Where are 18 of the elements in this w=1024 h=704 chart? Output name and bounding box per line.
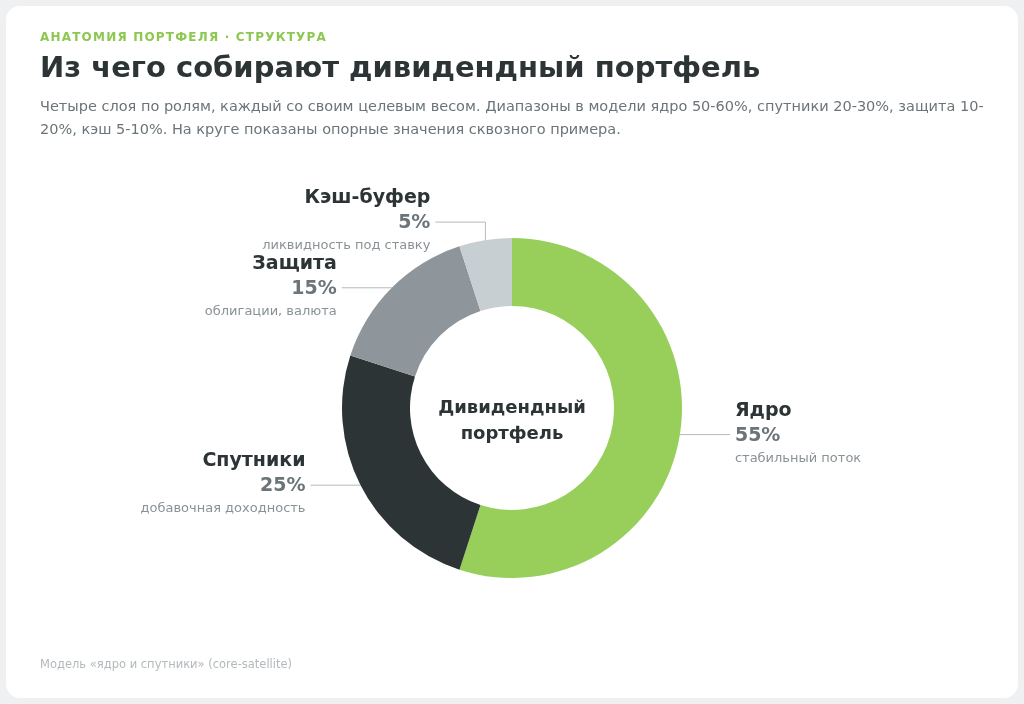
data-label: 25% xyxy=(260,473,306,496)
slice-label: Кэш-буфер xyxy=(304,185,431,208)
text: облигации, валюта xyxy=(204,302,337,318)
text: добавочная доходность xyxy=(140,500,306,516)
data-label: 5% xyxy=(398,210,431,233)
text: стабильный поток xyxy=(734,449,862,465)
slice-label: Защита xyxy=(252,250,337,273)
data-label: 55% xyxy=(734,422,781,445)
chart-subtitle: Четыре слоя по ролям, каждый со своим целевым весом. Диапазоны в модели ядро 50-60%, спутники 20-30%, защита 10-20%, кэш 5-10%. На круге показаны опорные значения сквозного примера. xyxy=(40,97,985,139)
slice-label: Ядро xyxy=(734,397,792,420)
data-label: 15% xyxy=(291,275,337,298)
text: Дивидендный портфель xyxy=(438,396,586,443)
chart-title: Из чего собирают дивидендный портфель xyxy=(40,50,761,84)
text: Модель «ядро и спутники» (core-satellite) xyxy=(40,657,293,671)
donut-slice xyxy=(459,238,512,311)
text: АНАТОМИЯ ПОРТФЕЛЯ · СТРУКТУРА xyxy=(40,30,328,44)
text: ликвидность под ставку xyxy=(262,237,431,253)
slice-label: Спутники xyxy=(202,448,306,471)
